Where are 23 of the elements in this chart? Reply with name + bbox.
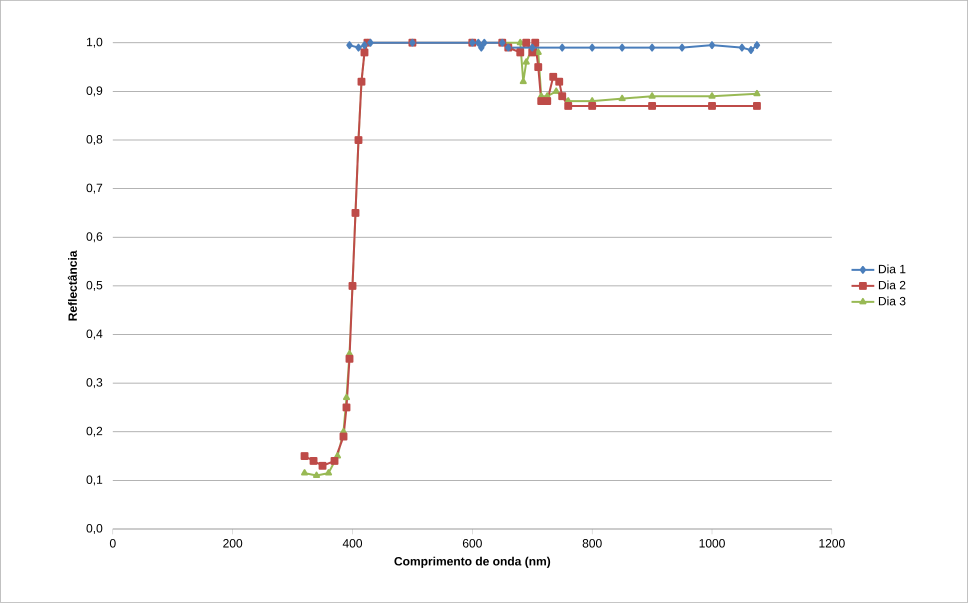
y-tick-label: 0,7 — [86, 184, 102, 194]
legend-label: Dia 3 — [878, 296, 906, 306]
x-tick-label: 1200 — [819, 539, 845, 548]
x-axis-title: Comprimento de onda (nm) — [394, 556, 550, 568]
x-tick-label: 200 — [223, 539, 242, 548]
y-tick-label: 0,5 — [86, 281, 102, 291]
y-tick-label: 0,1 — [86, 476, 102, 486]
y-tick-label: 0,0 — [86, 524, 102, 534]
y-axis-title: Reflectância — [68, 250, 77, 321]
x-tick-label: 800 — [582, 539, 602, 548]
y-tick-label: 0,3 — [86, 378, 102, 388]
y-tick-label: 0,8 — [86, 135, 102, 146]
y-tick-label: 0,9 — [86, 86, 102, 96]
x-tick-label: 400 — [342, 539, 362, 548]
y-tick-label: 0,4 — [86, 330, 102, 340]
legend-label: Dia 1 — [878, 264, 906, 274]
x-tick-label: 1000 — [700, 539, 725, 548]
y-tick-label: 1,0 — [86, 38, 102, 48]
y-tick-label: 0,6 — [86, 232, 102, 242]
x-tick-label: 0 — [110, 539, 116, 548]
legend-label: Dia 2 — [878, 280, 906, 290]
y-tick-label: 0,2 — [86, 426, 102, 437]
x-tick-label: 600 — [462, 539, 482, 548]
